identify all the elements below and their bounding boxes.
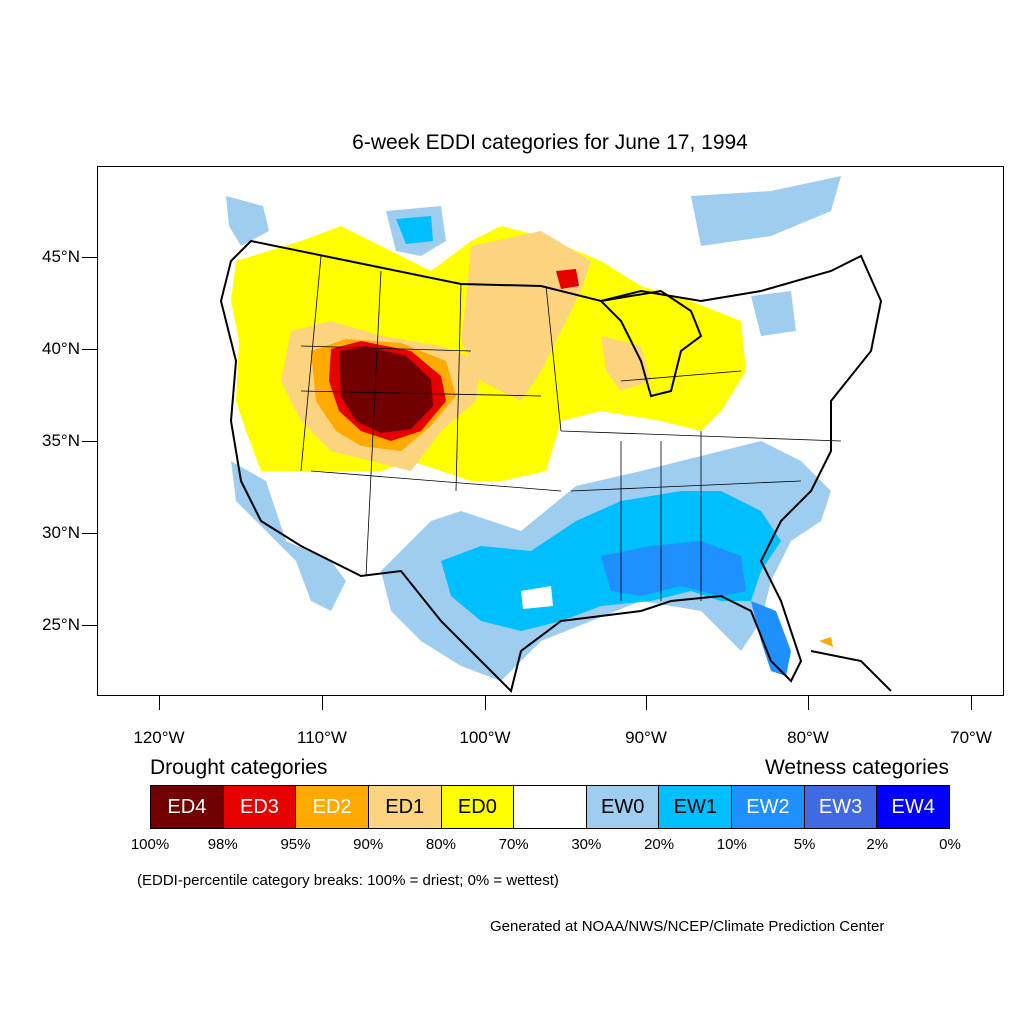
legend-break-label: 100% [130,836,170,853]
region-ed3-mn [556,269,579,289]
legend-break-label: 70% [498,836,529,853]
lat-label-40: 40°N [42,339,80,358]
legend-box-neutral [514,786,587,828]
legend-break-label: 98% [207,836,238,853]
state-lines [300,255,842,601]
lat-tick-45 [82,257,97,258]
cuba-outline [810,650,892,692]
conus-map [219,176,892,693]
lon-tick-120 [159,696,160,710]
region-florida-ew2 [751,601,791,676]
lon-label-90: 90°W [625,728,667,747]
legend-note: (EDDI-percentile category breaks: 100% =… [137,872,559,889]
legend-box-ed4: ED4 [151,786,224,828]
region-south-ew2 [601,541,746,596]
legend-box-ed1: ED1 [368,786,442,828]
region-south-white-gap [521,586,553,609]
region-ed1-mi [601,336,651,391]
lon-label-80: 80°W [787,728,829,747]
legend-box-ed3: ED3 [223,786,297,828]
credit-line: Generated at NOAA/NWS/NCEP/Climate Predi… [490,918,885,935]
lon-label-110: 110°W [297,728,347,747]
lon-label-70: 70°W [950,728,992,747]
legend-break-label: 20% [644,836,675,853]
lon-tick-70 [971,696,972,710]
legend-break-label: 5% [793,836,816,853]
legend-box-ew4: EW4 [877,786,950,828]
lon-tick-90 [646,696,647,710]
legend-break-label: 90% [353,836,384,853]
legend-box-ew2: EW2 [732,786,805,828]
lat-label-25: 25°N [42,615,80,634]
lat-tick-30 [82,533,97,534]
region-wcoast-ew0 [231,461,346,611]
legend-break-label: 30% [571,836,602,853]
lat-tick-40 [82,349,97,350]
legend-box-ew0: EW0 [586,786,660,828]
legend-box-ed2: ED2 [296,786,369,828]
region-canada-ew0-b [691,176,841,246]
lat-label-45: 45°N [42,247,80,266]
legend-break-label: 95% [280,836,311,853]
lon-tick-100 [485,696,486,710]
great-lakes [598,289,703,398]
map-frame [97,166,1004,696]
region-canada-ew1-a [396,216,433,244]
legend-box-ed0: ED0 [441,786,515,828]
lat-label-35: 35°N [42,431,80,450]
lat-tick-35 [82,441,97,442]
lon-tick-110 [322,696,323,710]
drought-heading: Drought categories [150,756,328,779]
lon-tick-80 [808,696,809,710]
region-canada-ew0-c [751,291,796,336]
lon-label-100: 100°W [459,728,511,747]
lon-label-120: 120°W [133,728,185,747]
legend-color-bar: ED4 ED3 ED2 ED1 ED0 EW0 EW1 EW2 EW3 EW4 [150,785,950,829]
legend-box-ew1: EW1 [659,786,733,828]
legend-break-label: 0% [939,836,961,853]
legend-break-label: 2% [866,836,889,853]
legend-box-ew3: EW3 [804,786,878,828]
region-ed4 [339,346,433,433]
lat-tick-25 [82,625,97,626]
region-pnw-ew0 [226,196,269,246]
lat-label-30: 30°N [42,523,80,542]
wetness-heading: Wetness categories [764,756,949,779]
legend-break-label: 10% [716,836,747,853]
legend-break-label: 80% [425,836,456,853]
us-boundary-outline [219,239,883,693]
bahamas-ed2 [819,637,833,647]
map-title: 6-week EDDI categories for June 17, 1994 [352,131,748,154]
